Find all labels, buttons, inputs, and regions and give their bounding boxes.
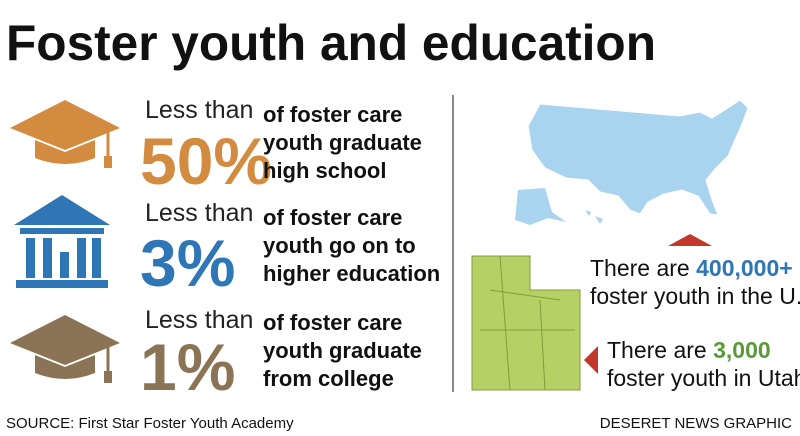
alaska: [515, 188, 566, 225]
stat-2: Less than 3% of foster care youth go on …: [140, 199, 440, 300]
line: higher education: [263, 261, 440, 286]
building-icon: [14, 195, 110, 288]
hawaii: [585, 210, 603, 224]
prefix: Less than: [145, 306, 253, 334]
credit: DESERET NEWS GRAPHIC: [600, 415, 792, 432]
figure: 50%: [140, 124, 272, 198]
fact: There are 400,000+: [590, 255, 793, 281]
figure: 1%: [140, 330, 235, 404]
fact: There are 3,000: [607, 337, 771, 363]
figure: 3,000: [713, 337, 771, 363]
grad-cap-icon: [10, 100, 120, 168]
line: of foster care: [263, 205, 402, 230]
us-map: [527, 99, 749, 216]
lead: There are: [590, 255, 696, 281]
line: of foster care: [263, 310, 402, 335]
prefix: Less than: [145, 96, 253, 124]
line: of foster care: [263, 102, 402, 127]
source: SOURCE: First Star Foster Youth Academy: [6, 415, 294, 432]
utah-map: [471, 255, 581, 391]
line: from college: [263, 366, 394, 391]
stat-3: Less than 1% of foster care youth gradua…: [140, 306, 422, 404]
figure: 3%: [140, 226, 235, 300]
pointer: [668, 234, 712, 246]
stat-1: Less than 50% of foster care youth gradu…: [140, 96, 422, 198]
line: high school: [263, 158, 386, 183]
fact-line: foster youth in Utah: [607, 365, 800, 391]
lead: There are: [607, 337, 713, 363]
grad-cap-icon: [10, 315, 120, 383]
title: Foster youth and education: [6, 15, 656, 71]
prefix: Less than: [145, 199, 253, 227]
figure: 400,000+: [696, 255, 793, 281]
line: youth go on to: [263, 233, 416, 258]
line: youth graduate: [263, 130, 422, 155]
pointer: [584, 346, 598, 374]
line: youth graduate: [263, 338, 422, 363]
fact-line: foster youth in the U.S.: [590, 283, 800, 309]
